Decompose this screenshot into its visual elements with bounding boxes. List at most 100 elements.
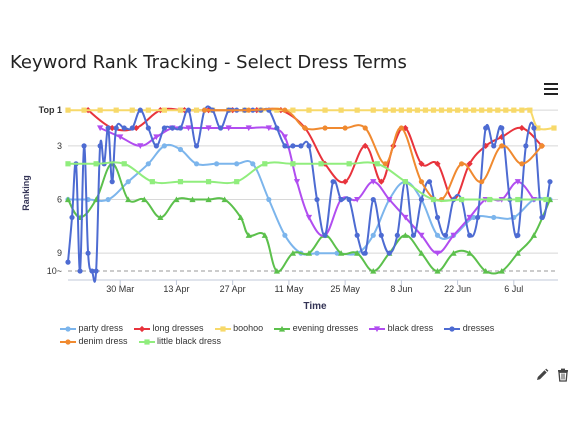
data-point [189,196,196,203]
data-point [266,196,272,203]
legend-item[interactable]: dresses [444,322,494,335]
data-point [467,232,473,238]
data-point [138,325,146,332]
series-line [203,107,543,202]
data-point [402,179,408,185]
data-point [450,232,457,239]
legend-item[interactable]: denim dress [60,335,128,348]
data-point [225,125,232,132]
data-point [125,196,132,203]
data-point [282,143,288,149]
data-point [125,179,131,185]
data-point [109,124,116,132]
data-point [221,196,228,203]
data-point [290,161,296,167]
data-point [81,143,87,149]
data-point [539,214,545,221]
data-point [305,250,313,256]
axes: Top 1 3 6 9 10~ 30 Mar 13 Apr 27 Apr 11 May 25 Ma… [39,105,558,294]
data-point [246,107,252,113]
legend-item[interactable]: party dress [60,322,123,335]
data-point [65,107,71,113]
data-point [322,107,328,113]
data-point [402,124,409,132]
y-tick-label: 3 [57,141,62,151]
data-point [322,232,328,238]
data-point [245,232,252,238]
data-point [219,326,226,332]
data-point [65,339,71,345]
data-point [338,196,344,203]
menu-bar [544,83,558,85]
legend-item[interactable]: little black dress [138,335,221,348]
data-point [426,179,433,185]
data-point [398,107,404,113]
data-point [551,125,557,131]
data-point [362,142,369,150]
data-point [97,107,103,113]
data-point [402,214,409,221]
data-point [471,214,477,221]
data-point [306,107,312,113]
data-point [65,259,71,265]
legend-symbol [369,326,386,332]
series-denim-dress [201,107,545,203]
chart-menu-button[interactable] [544,83,558,95]
data-point [354,196,361,203]
data-point [290,143,296,149]
data-point [113,125,119,131]
data-point [89,268,95,274]
data-point [218,125,224,131]
legend-item[interactable]: boohoo [214,322,263,335]
data-point [491,214,497,221]
legend-item[interactable]: black dress [369,322,433,335]
data-point [543,196,549,203]
data-point [418,196,425,203]
data-point [530,232,538,238]
data-point [378,232,384,238]
data-point [466,160,473,167]
legend-label: black dress [385,323,434,333]
trash-icon[interactable] [556,368,570,382]
data-point [261,232,268,238]
data-point [289,250,297,256]
legend-symbol [214,326,231,332]
data-point [503,107,509,113]
legend-label: party dress [76,323,124,333]
y-tick-label: 10~ [47,266,62,276]
data-point [370,267,377,274]
legend-item[interactable]: evening dresses [274,322,358,335]
data-point [193,161,200,167]
data-point [234,161,240,167]
edit-icon[interactable] [535,368,549,382]
legend-symbol [138,339,155,345]
data-point [354,107,360,113]
legend-symbol [60,339,76,345]
data-point [177,146,184,153]
legend-symbol [60,326,76,332]
data-point [370,232,376,238]
data-point [418,160,425,167]
data-point [157,214,164,221]
data-point [161,107,167,113]
data-point [430,196,437,203]
data-point [482,267,489,274]
data-point [177,107,184,113]
data-point [386,250,392,256]
data-point [378,178,385,185]
data-point [482,142,489,150]
data-point [519,107,525,113]
data-point [346,196,352,203]
data-point [293,179,301,185]
data-point [121,125,127,131]
data-point [177,125,184,131]
data-point [77,268,83,274]
data-point [487,107,493,113]
data-point [145,125,151,131]
data-point [274,125,280,131]
data-point [535,125,541,131]
data-point [185,107,192,113]
data-point [449,326,455,332]
data-point [105,125,111,131]
legend-item[interactable]: long dresses [134,322,204,335]
